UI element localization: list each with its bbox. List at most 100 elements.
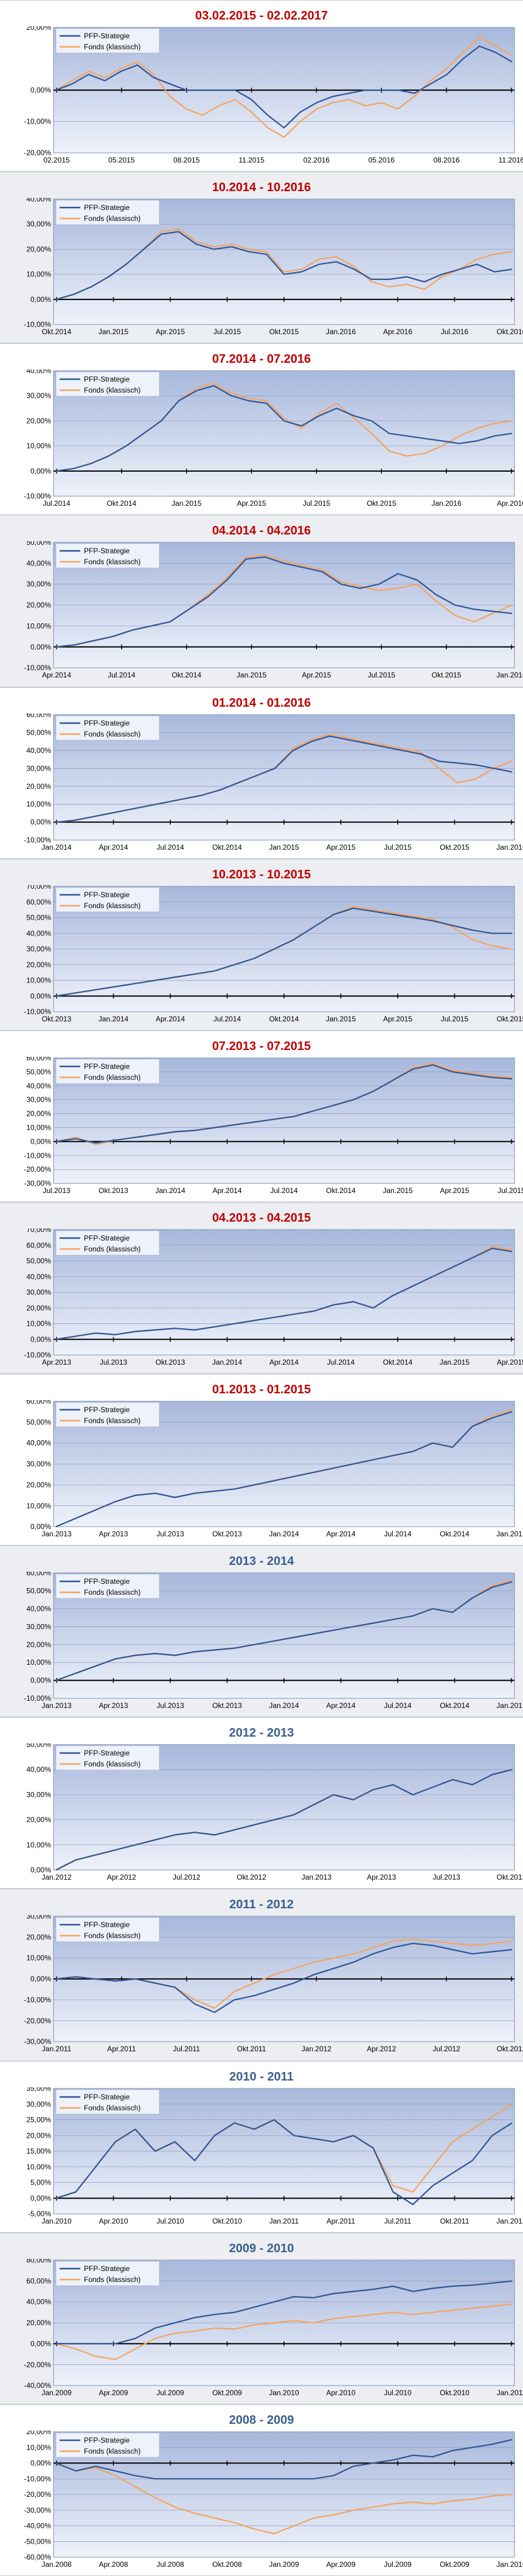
x-tick-label: Okt.2014: [383, 1358, 413, 1367]
y-tick-label: 0,00%: [30, 467, 51, 475]
x-tick-label: Jul.2012: [432, 2045, 460, 2054]
x-tick-label: 08.2015: [173, 156, 200, 164]
y-tick-label: 30,00%: [26, 1288, 51, 1297]
line-chart: 60,00% 50,00% 40,00% 30,00% 20,00% 10,00% 0,00…: [24, 1057, 523, 1195]
y-tick-label: 10,00%: [26, 2162, 51, 2171]
legend: [55, 1402, 160, 1427]
line-chart: 40,00%30,00%20,00%10,00%0,00%-10,00%Okt.…: [24, 198, 523, 336]
x-tick-label: Jul.2016: [441, 327, 469, 336]
legend: [55, 2432, 160, 2458]
x-tick-label: Okt.2013: [156, 1358, 185, 1367]
chart-panel: 10.2013 - 10.2015 70,00% 60,00% 50,00% 40,00…: [0, 858, 523, 1031]
x-tick-label: Jan.2011: [269, 2217, 299, 2225]
x-tick-label: Okt.2014: [326, 1186, 356, 1195]
y-tick-label: 10,00%: [26, 1123, 51, 1132]
x-tick-label: Apr.2013: [99, 1701, 128, 1710]
x-tick-label: Apr.2015: [237, 499, 266, 508]
x-tick-label: Apr.2010: [327, 2389, 356, 2397]
x-tick-label: Jul.2015: [441, 1015, 469, 1023]
y-tick-label: 50,00%: [26, 728, 51, 737]
y-tick-label: 50,00%: [26, 1256, 51, 1265]
legend-label: PFP-Strategie: [84, 2436, 130, 2445]
chart-panel: 03.02.2015 - 02.02.2017 20,00% 0,00% -10,00…: [0, 0, 523, 172]
chart-title: 2010 - 2011: [229, 2070, 294, 2084]
x-tick-label: Jul.2012: [173, 1873, 201, 1881]
y-tick-label: -10,00%: [24, 836, 51, 844]
x-tick-label: Jan.2016: [431, 499, 462, 508]
y-tick-label: 0,00%: [30, 86, 51, 94]
y-tick-label: 25,00%: [26, 2115, 51, 2124]
pfp-series-line: [55, 1943, 513, 2014]
x-tick-label: Jan.2012: [496, 2217, 523, 2225]
line-chart: 30,00% 20,00% 10,00% 0,00% -10,00% -20,00% -30…: [24, 1915, 523, 2054]
x-tick-label: Jan.2015: [99, 327, 129, 336]
y-tick-label: 20,00%: [26, 1480, 51, 1489]
legend-label: PFP-Strategie: [84, 1577, 130, 1586]
y-tick-label: 20,00%: [26, 782, 51, 790]
x-tick-label: Apr.2010: [99, 2217, 128, 2225]
x-tick-label: Apr.2015: [302, 671, 331, 680]
y-tick-label: -50,00%: [24, 2537, 51, 2546]
y-tick-label: 20,00%: [26, 1109, 51, 1118]
fonds-series-line: [55, 2303, 513, 2361]
x-tick-label: Okt.2015: [269, 327, 299, 336]
y-tick-label: 40,00%: [26, 369, 51, 375]
legend-label: PFP-Strategie: [84, 1405, 130, 1414]
x-tick-label: Jul.2014: [156, 843, 184, 852]
chart-panel: 2009 - 2010 80,00% 60,00% 40,00% 20,00% 0,00%…: [0, 2232, 523, 2404]
x-tick-label: Apr.2014: [327, 1701, 356, 1710]
chart-panel: 04.2014 - 04.2016 50,00% 40,00% 30,00% 20,00…: [0, 515, 523, 687]
y-tick-label: 40,00%: [26, 2297, 51, 2306]
y-tick-label: 35,00%: [26, 2087, 51, 2093]
chart-title: 2011 - 2012: [229, 1898, 294, 1912]
x-tick-label: Jul.2014: [43, 499, 71, 508]
x-tick-label: Jan.2013: [41, 1530, 72, 1538]
x-tick-label: Apr.2014: [42, 671, 71, 680]
y-tick-label: 10,00%: [26, 442, 51, 450]
x-tick-label: Jan.2015: [496, 1701, 523, 1710]
y-tick-label: 10,00%: [26, 622, 51, 631]
y-tick-label: 30,00%: [26, 220, 51, 228]
y-tick-label: 30,00%: [26, 1915, 51, 1920]
x-tick-label: Jul.2015: [368, 671, 396, 680]
chart-title: 2008 - 2009: [229, 2413, 294, 2427]
x-tick-label: Apr.2015: [156, 327, 185, 336]
x-tick-label: Jul.2015: [213, 327, 241, 336]
fonds-series-line: [55, 2462, 513, 2535]
y-tick-label: 20,00%: [26, 2131, 51, 2140]
y-tick-label: 40,00%: [26, 929, 51, 937]
x-tick-label: Jul.2015: [384, 843, 412, 852]
x-tick-label: Apr.2014: [156, 1015, 185, 1023]
x-tick-label: Apr.2009: [99, 2389, 128, 2397]
chart-panel: 01.2014 - 01.2016 60,00% 50,00% 40,00% 30,00…: [0, 687, 523, 859]
y-tick-label: 50,00%: [26, 1068, 51, 1076]
x-tick-label: Apr.2016: [383, 327, 412, 336]
y-tick-label: 20,00%: [26, 26, 51, 32]
y-tick-label: -20,00%: [24, 2360, 51, 2368]
y-tick-label: 0,00%: [30, 2194, 51, 2202]
legend-label: PFP-Strategie: [84, 1920, 130, 1929]
x-tick-label: Jul.2010: [156, 2217, 184, 2225]
x-tick-label: Jul.2015: [497, 1186, 523, 1195]
y-tick-label: -10,00%: [24, 492, 51, 500]
line-chart: 60,00% 50,00% 40,00% 30,00% 20,00% 10,00% 0,00…: [24, 1572, 523, 1710]
x-tick-label: Apr.2015: [327, 843, 356, 852]
y-tick-label: 30,00%: [26, 2099, 51, 2108]
x-tick-label: Jul.2013: [100, 1358, 128, 1367]
y-tick-label: 20,00%: [26, 2319, 51, 2327]
x-tick-label: Jan.2015: [171, 499, 202, 508]
x-tick-label: Okt.2012: [237, 1873, 266, 1881]
y-tick-label: 40,00%: [26, 559, 51, 568]
y-tick-label: 50,00%: [26, 913, 51, 922]
x-tick-label: Okt.2014: [212, 843, 242, 852]
y-tick-label: 30,00%: [26, 1460, 51, 1468]
chart-title: 2012 - 2013: [229, 1726, 294, 1740]
y-tick-label: -30,00%: [24, 1179, 51, 1188]
legend: [55, 887, 160, 912]
chart-panel: 2008 - 2009 20,00% 10,00% 0,00% -10,00% -20,0…: [0, 2404, 523, 2576]
legend: [55, 1230, 160, 1256]
legend: [55, 544, 160, 569]
y-tick-label: 40,00%: [26, 1766, 51, 1774]
y-tick-label: 40,00%: [26, 1082, 51, 1090]
x-tick-label: Okt.2013: [212, 1701, 242, 1710]
